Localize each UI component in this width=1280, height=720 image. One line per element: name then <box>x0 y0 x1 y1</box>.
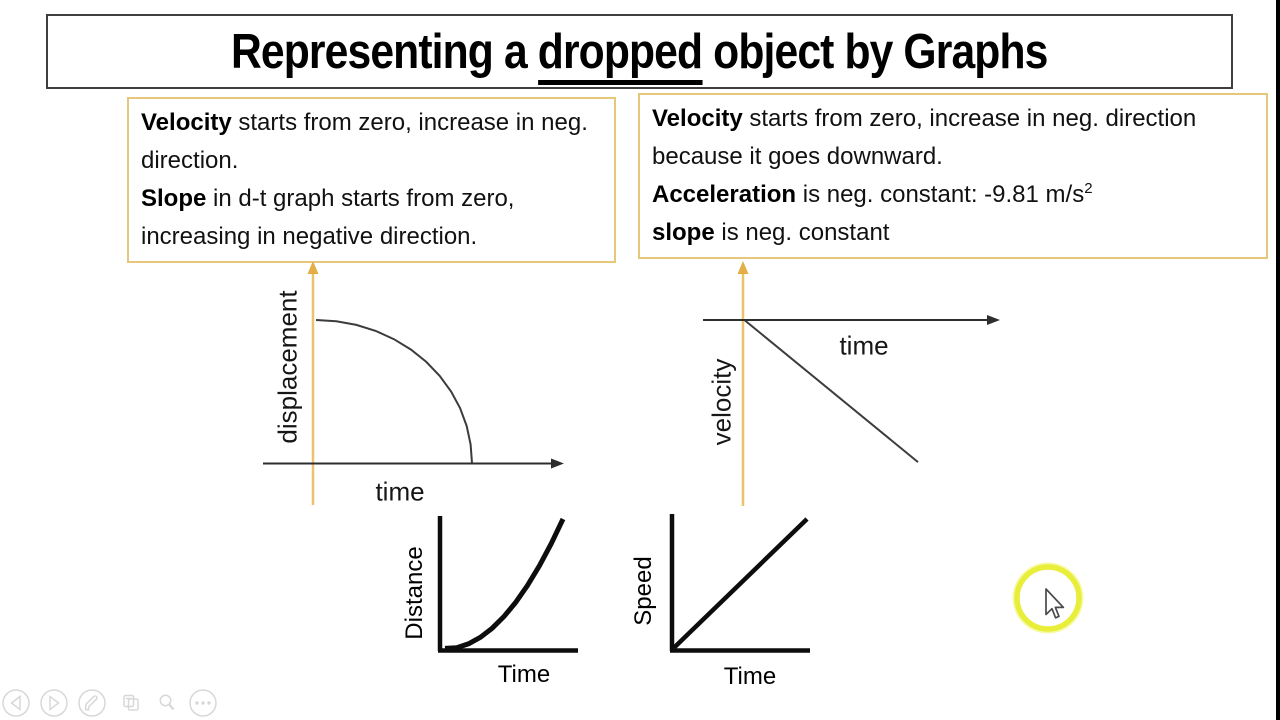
note-text: Velocity starts from zero, increase in n… <box>652 105 1197 246</box>
note-box-displacement: Velocity starts from zero, increase in n… <box>127 97 616 263</box>
magnifier-icon <box>159 694 175 711</box>
speed-ylabel: Speed <box>630 556 657 626</box>
vt-y-axis-arrowhead <box>737 261 749 274</box>
vt-x-axis-arrowhead <box>987 315 1000 325</box>
mouse-cursor-icon <box>1045 588 1065 619</box>
letterbox-right-edge <box>1276 0 1280 720</box>
previous-button[interactable] <box>2 689 30 717</box>
vt-ylabel: velocity <box>706 358 737 446</box>
more-button[interactable] <box>189 689 217 717</box>
dt-y-axis-arrowhead <box>307 261 319 274</box>
ellipsis-icon <box>195 701 211 705</box>
title-post: object by Graphs <box>702 24 1048 79</box>
velocity-time-chart <box>703 261 1000 506</box>
note-box-velocity: Velocity starts from zero, increase in n… <box>638 93 1268 259</box>
cursor-group <box>1012 562 1084 634</box>
annotate-pen-button[interactable] <box>78 689 106 717</box>
slides-icon <box>123 694 139 711</box>
pen-icon <box>84 695 98 711</box>
next-button[interactable] <box>40 689 68 717</box>
next-icon <box>49 694 60 712</box>
distance-ylabel: Distance <box>401 546 428 640</box>
dt-ylabel: displacement <box>272 290 303 444</box>
title-pre: Representing a <box>231 24 539 79</box>
cursor-highlight-ring <box>1014 564 1082 632</box>
distance-time-chart <box>437 516 578 653</box>
dt-x-axis-arrowhead <box>551 458 564 469</box>
slide-title-box: Representing a dropped object by Graphs <box>46 14 1233 89</box>
dt-xlabel: time <box>375 476 425 507</box>
dt-curve <box>315 319 473 464</box>
note-text: Velocity starts from zero, increase in n… <box>141 109 588 250</box>
distance-curve <box>444 517 566 651</box>
page-title: Representing a dropped object by Graphs <box>231 24 1049 85</box>
vt-xlabel: time <box>839 330 889 361</box>
displacement-time-chart <box>263 261 564 505</box>
zoom-button[interactable] <box>159 694 175 711</box>
previous-icon <box>10 694 21 712</box>
distance-chart-axes <box>437 516 578 653</box>
slides-button[interactable] <box>123 694 139 711</box>
speed-time-chart <box>669 514 810 653</box>
vt-line <box>744 319 919 463</box>
distance-xlabel: Time <box>497 661 551 688</box>
title-underlined-word: dropped <box>538 24 703 85</box>
speed-chart-axes <box>669 514 810 653</box>
cursor-highlight-glow <box>1012 562 1084 634</box>
speed-line <box>672 517 809 650</box>
speed-xlabel: Time <box>723 663 777 690</box>
player-controls <box>2 689 217 717</box>
